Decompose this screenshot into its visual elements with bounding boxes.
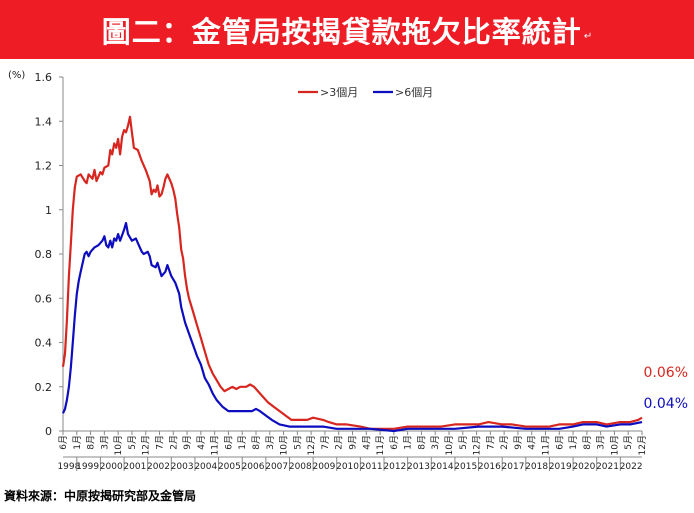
x-month-label: 5月 xyxy=(292,435,303,450)
x-month-label: 3月 xyxy=(596,435,607,450)
x-month-label: 12月 xyxy=(306,435,317,455)
y-tick-label: 0.2 xyxy=(35,381,53,394)
chart-title: 圖二：金管局按揭貸款拖欠比率統計 xyxy=(101,14,582,49)
x-year-label: 2013 xyxy=(407,462,430,472)
y-tick-label: 1.2 xyxy=(35,160,53,173)
x-month-label: 5月 xyxy=(458,435,469,450)
x-month-label: 8月 xyxy=(251,435,262,450)
x-month-label: 5月 xyxy=(127,435,138,450)
x-year-label: 2016 xyxy=(478,462,501,472)
x-month-label: 8月 xyxy=(582,435,593,450)
x-month-label: 6月 xyxy=(554,435,565,450)
series-lines xyxy=(61,115,643,433)
y-tick-label: 0.8 xyxy=(35,248,53,261)
x-month-label: 1月 xyxy=(403,435,414,450)
y-tick-label: 1 xyxy=(45,204,52,217)
x-month-label: 12月 xyxy=(141,435,152,455)
return-mark-icon: ↵ xyxy=(583,31,593,42)
x-year-label: 2000 xyxy=(100,462,123,472)
x-year-label: 2019 xyxy=(549,462,572,472)
x-month-label: 9月 xyxy=(348,435,359,450)
x-month-label: 1月 xyxy=(568,435,579,450)
legend-label: >3個月 xyxy=(320,86,358,99)
x-year-label: 2021 xyxy=(596,462,619,472)
y-tick-label: 0.6 xyxy=(35,292,53,305)
x-month-label: 9月 xyxy=(513,435,524,450)
x-month-label: 7月 xyxy=(485,435,496,450)
x-year-label: 2022 xyxy=(620,462,643,472)
y-tick-label: 0 xyxy=(45,425,52,438)
x-month-label: 10月 xyxy=(444,435,455,455)
x-year-label: 2017 xyxy=(502,462,525,472)
x-month-label: 11月 xyxy=(210,435,221,455)
x-month-label: 2月 xyxy=(334,435,345,450)
x-year-label: 2010 xyxy=(336,462,359,472)
chart-legend: >3個月 >6個月 xyxy=(298,86,433,99)
x-month-label: 3月 xyxy=(265,435,276,450)
x-month-label: 5月 xyxy=(623,435,634,450)
x-month-label: 6月 xyxy=(58,435,69,450)
x-month-label: 6月 xyxy=(389,435,400,450)
x-month-label: 1月 xyxy=(72,435,83,450)
x-month-label: 3月 xyxy=(430,435,441,450)
y-tick-label: 1.6 xyxy=(35,71,53,84)
x-year-label: 2015 xyxy=(454,462,477,472)
x-month-label: 4月 xyxy=(196,435,207,450)
y-axis-unit-label: (%) xyxy=(8,70,25,81)
end-value-label: 0.04% xyxy=(644,396,688,412)
x-year-label: 2011 xyxy=(360,462,383,472)
x-year-label: 2018 xyxy=(525,462,548,472)
end-value-labels: 0.06% 0.04% xyxy=(644,365,688,412)
series-line-over-3-months xyxy=(61,115,643,430)
x-month-label: 10月 xyxy=(113,435,124,455)
x-month-label: 11月 xyxy=(541,435,552,455)
x-year-label: 1998 xyxy=(57,462,80,472)
series-line-over-6-months xyxy=(61,221,643,433)
x-year-label: 2009 xyxy=(312,462,335,472)
legend-label: >6個月 xyxy=(395,86,433,99)
x-month-label: 4月 xyxy=(361,435,372,450)
delinquency-line-chart: (%) 00.20.40.60.811.21.41.6 6月 1月 8月 3月 10月 5… xyxy=(8,70,688,472)
y-tick-label: 1.4 xyxy=(35,115,53,128)
x-month-label: 8月 xyxy=(86,435,97,450)
x-year-label: 2006 xyxy=(242,462,265,472)
x-month-label: 4月 xyxy=(527,435,538,450)
x-month-label: 8月 xyxy=(416,435,427,450)
x-month-label: 7月 xyxy=(320,435,331,450)
x-year-label: 2002 xyxy=(147,462,170,472)
x-year-label: 2001 xyxy=(123,462,146,472)
x-month-label: 12月 xyxy=(637,435,648,455)
y-axis: 0 0.2 0.4 0.6 0.8 1 1.2 1.4 1.6 xyxy=(35,71,64,438)
x-month-label: 6月 xyxy=(223,435,234,450)
x-month-label: 12月 xyxy=(472,435,483,455)
x-month-label: 9月 xyxy=(182,435,193,450)
x-year-label: 2014 xyxy=(431,462,454,472)
x-year-label: 2012 xyxy=(383,462,406,472)
end-value-label: 0.06% xyxy=(644,365,688,381)
x-year-label: 2005 xyxy=(218,462,241,472)
x-month-label: 1月 xyxy=(237,435,248,450)
x-year-label: 2003 xyxy=(171,462,194,472)
x-month-label: 3月 xyxy=(99,435,110,450)
x-year-label: 1999 xyxy=(76,462,99,472)
x-month-label: 2月 xyxy=(168,435,179,450)
x-month-label: 10月 xyxy=(609,435,620,455)
x-axis: 6月 1月 8月 3月 10月 5月 12月 7月 2月 9月 4月 11月 6月 1月 8月 3月 10月 5月… xyxy=(57,430,648,472)
x-year-label: 2004 xyxy=(194,462,217,472)
y-tick-label: 0.4 xyxy=(35,337,53,350)
x-month-label: 10月 xyxy=(279,435,290,455)
title-banner: 圖二：金管局按揭貸款拖欠比率統計 ↵ xyxy=(0,0,694,59)
x-month-label: 11月 xyxy=(375,435,386,455)
x-month-label: 2月 xyxy=(499,435,510,450)
x-year-label: 2020 xyxy=(572,462,595,472)
source-note: 資料來源：中原按揭研究部及金管局 xyxy=(4,489,197,503)
x-year-label: 2008 xyxy=(289,462,312,472)
x-year-label: 2007 xyxy=(265,462,288,472)
x-month-label: 7月 xyxy=(155,435,166,450)
